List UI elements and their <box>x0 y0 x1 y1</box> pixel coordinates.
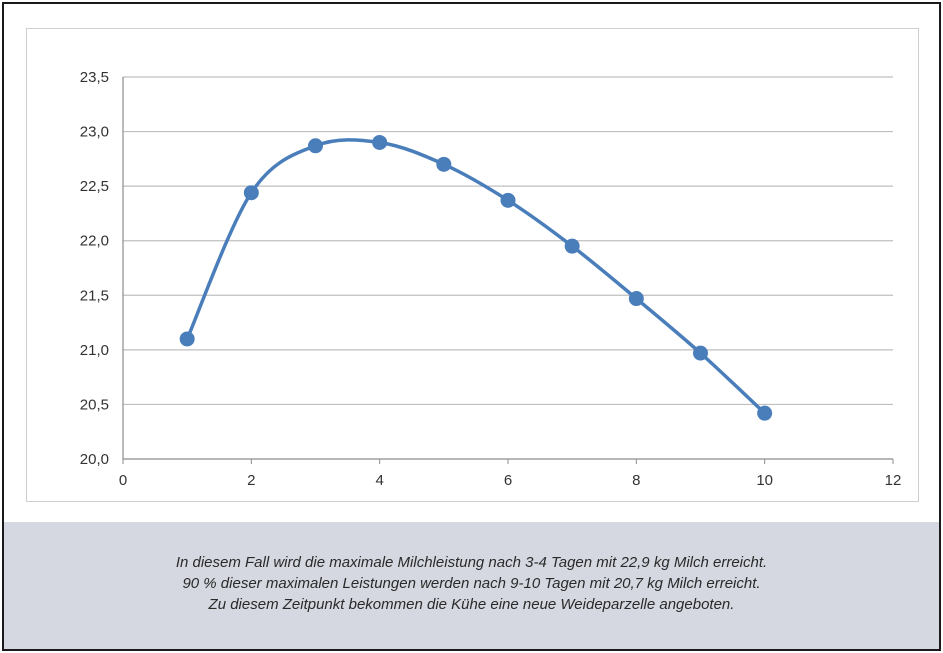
data-point <box>564 238 580 254</box>
data-point <box>500 192 516 208</box>
y-tick-label: 22,5 <box>80 178 109 195</box>
axes <box>122 77 894 464</box>
caption-line-3: Zu diesem Zeitpunkt bekommen die Kühe ei… <box>208 596 735 613</box>
y-tick-label: 22,0 <box>80 233 109 250</box>
x-tick-label: 6 <box>504 472 512 489</box>
data-point <box>693 345 708 361</box>
data-point <box>179 331 195 347</box>
y-tick-label: 23,0 <box>80 124 109 141</box>
data-point <box>243 185 259 201</box>
y-tick-label: 20,0 <box>80 451 109 468</box>
series-line <box>185 138 767 415</box>
y-tick-label: 20,5 <box>80 396 109 413</box>
tick-labels: 20,0 20,5 21,0 21,5 22,0 22,5 23,0 23,5 0 2 4 6 8 10 1… <box>80 69 902 489</box>
y-tick-label: 21,0 <box>80 342 109 359</box>
milk-yield-line-chart: 20,0 20,5 21,0 21,5 22,0 22,5 23,0 23,5 0 2 4 6 8 10 1… <box>80 69 902 489</box>
x-tick-label: 12 <box>885 472 902 489</box>
x-tick-label: 0 <box>119 472 127 489</box>
x-tick-label: 8 <box>632 472 640 489</box>
data-point <box>628 291 644 307</box>
caption-line-1: In diesem Fall wird die maximale Milchle… <box>175 554 768 571</box>
caption-box: In diesem Fall wird die maximale Milchle… <box>4 522 939 649</box>
y-tick-label: 23,5 <box>80 69 109 86</box>
x-tick-label: 2 <box>247 472 255 489</box>
grid-lines <box>123 76 893 406</box>
x-tick-label: 10 <box>756 472 773 489</box>
data-point <box>757 405 773 421</box>
data-point <box>372 134 388 150</box>
data-point <box>436 156 452 172</box>
y-tick-label: 21,5 <box>80 287 109 304</box>
chart-panel: 20,0 20,5 21,0 21,5 22,0 22,5 23,0 23,5 0 2 4 6 8 10 1… <box>26 28 919 502</box>
data-point <box>308 138 323 154</box>
caption: In diesem Fall wird die maximale Milchle… <box>4 552 939 615</box>
series <box>179 134 773 421</box>
caption-line-2: 90 % dieser maximalen Leistungen werden … <box>182 575 761 592</box>
x-tick-label: 4 <box>375 472 383 489</box>
